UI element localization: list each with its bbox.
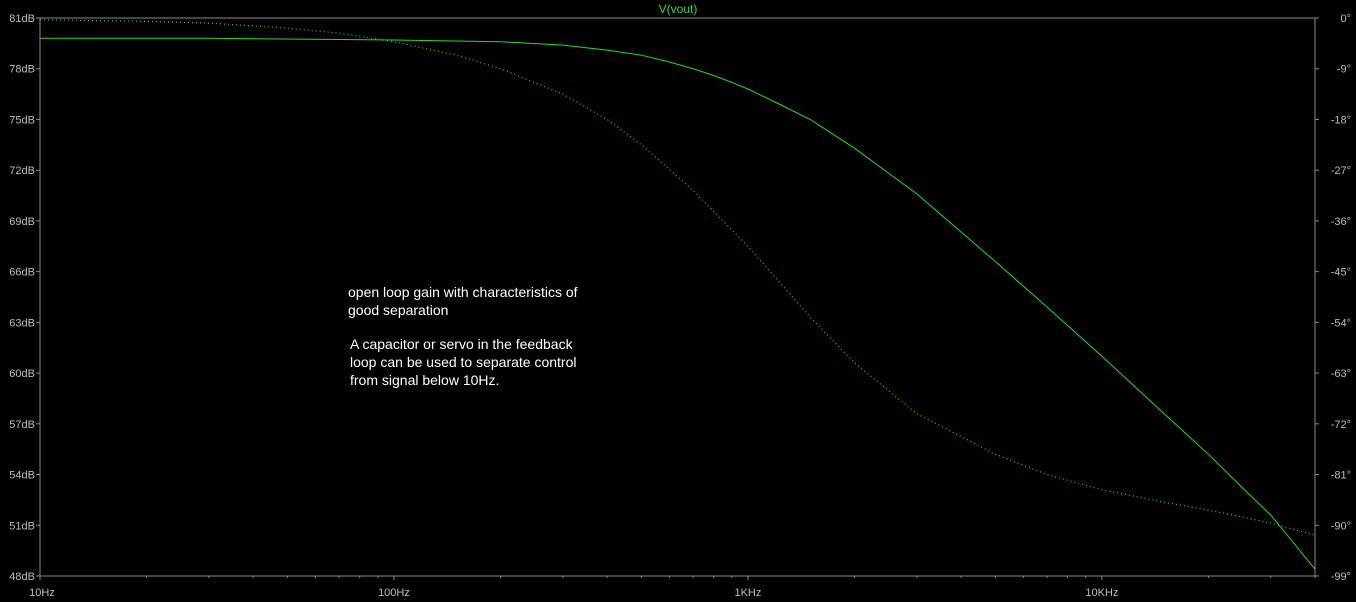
annotation-capacitor-servo: A capacitor or servo in the feedback loo… bbox=[350, 336, 577, 388]
series-layer bbox=[39, 19, 1316, 570]
x-tick-label: 10KHz bbox=[1085, 587, 1118, 599]
y-left-tick-label: 60dB bbox=[9, 368, 35, 380]
y-right-tick-label: -45° bbox=[1331, 267, 1351, 279]
y-right-tick-label: -9° bbox=[1337, 64, 1351, 76]
y-right-tick-label: -27° bbox=[1331, 165, 1351, 177]
y-left-tick-label: 54dB bbox=[9, 470, 35, 482]
chart-title: V(vout) bbox=[659, 2, 698, 16]
y-left-tick-label: 51dB bbox=[9, 520, 35, 532]
y-left-tick-label: 63dB bbox=[9, 317, 35, 329]
y-right-tick-label: -36° bbox=[1331, 216, 1351, 228]
y-left-tick-label: 78dB bbox=[9, 64, 35, 76]
y-right-tick-label: -63° bbox=[1331, 368, 1351, 380]
y-right-tick-label: -54° bbox=[1331, 317, 1351, 329]
annotation-open-loop: open loop gain with characteristics of g… bbox=[348, 284, 578, 318]
x-tick-label: 10Hz bbox=[29, 587, 55, 599]
y-left-tick-label: 48dB bbox=[9, 571, 35, 583]
y-right-tick-label: -99° bbox=[1331, 571, 1351, 583]
y-right-tick-label: -72° bbox=[1331, 419, 1351, 431]
y-left-tick-label: 75dB bbox=[9, 114, 35, 126]
y-left-tick-label: 66dB bbox=[9, 267, 35, 279]
phase-series-line bbox=[39, 19, 1316, 536]
y-right-tick-label: -18° bbox=[1331, 114, 1351, 126]
magnitude-series-line bbox=[40, 37, 1316, 570]
y-left-axis: 81dB 78dB 75dB 72dB 69dB 66dB 63dB 60dB 57dB 54dB… bbox=[9, 13, 40, 583]
y-left-tick-label: 72dB bbox=[9, 165, 35, 177]
y-right-tick-label: -81° bbox=[1331, 470, 1351, 482]
x-axis: 10Hz 100Hz 1KHz 10KHz bbox=[29, 576, 1316, 599]
y-left-tick-label: 69dB bbox=[9, 216, 35, 228]
y-right-tick-label: -90° bbox=[1331, 520, 1351, 532]
x-tick-label: 100Hz bbox=[378, 587, 410, 599]
y-right-tick-label: 0° bbox=[1340, 13, 1351, 25]
y-right-axis: 0° -9° -18° -27° -36° -45° -54° -63° -72° -81° -90… bbox=[1315, 13, 1351, 583]
y-left-tick-label: 57dB bbox=[9, 419, 35, 431]
y-left-tick-label: 81dB bbox=[9, 13, 35, 25]
x-tick-label: 1KHz bbox=[734, 587, 761, 599]
plot-frame bbox=[39, 17, 1316, 577]
